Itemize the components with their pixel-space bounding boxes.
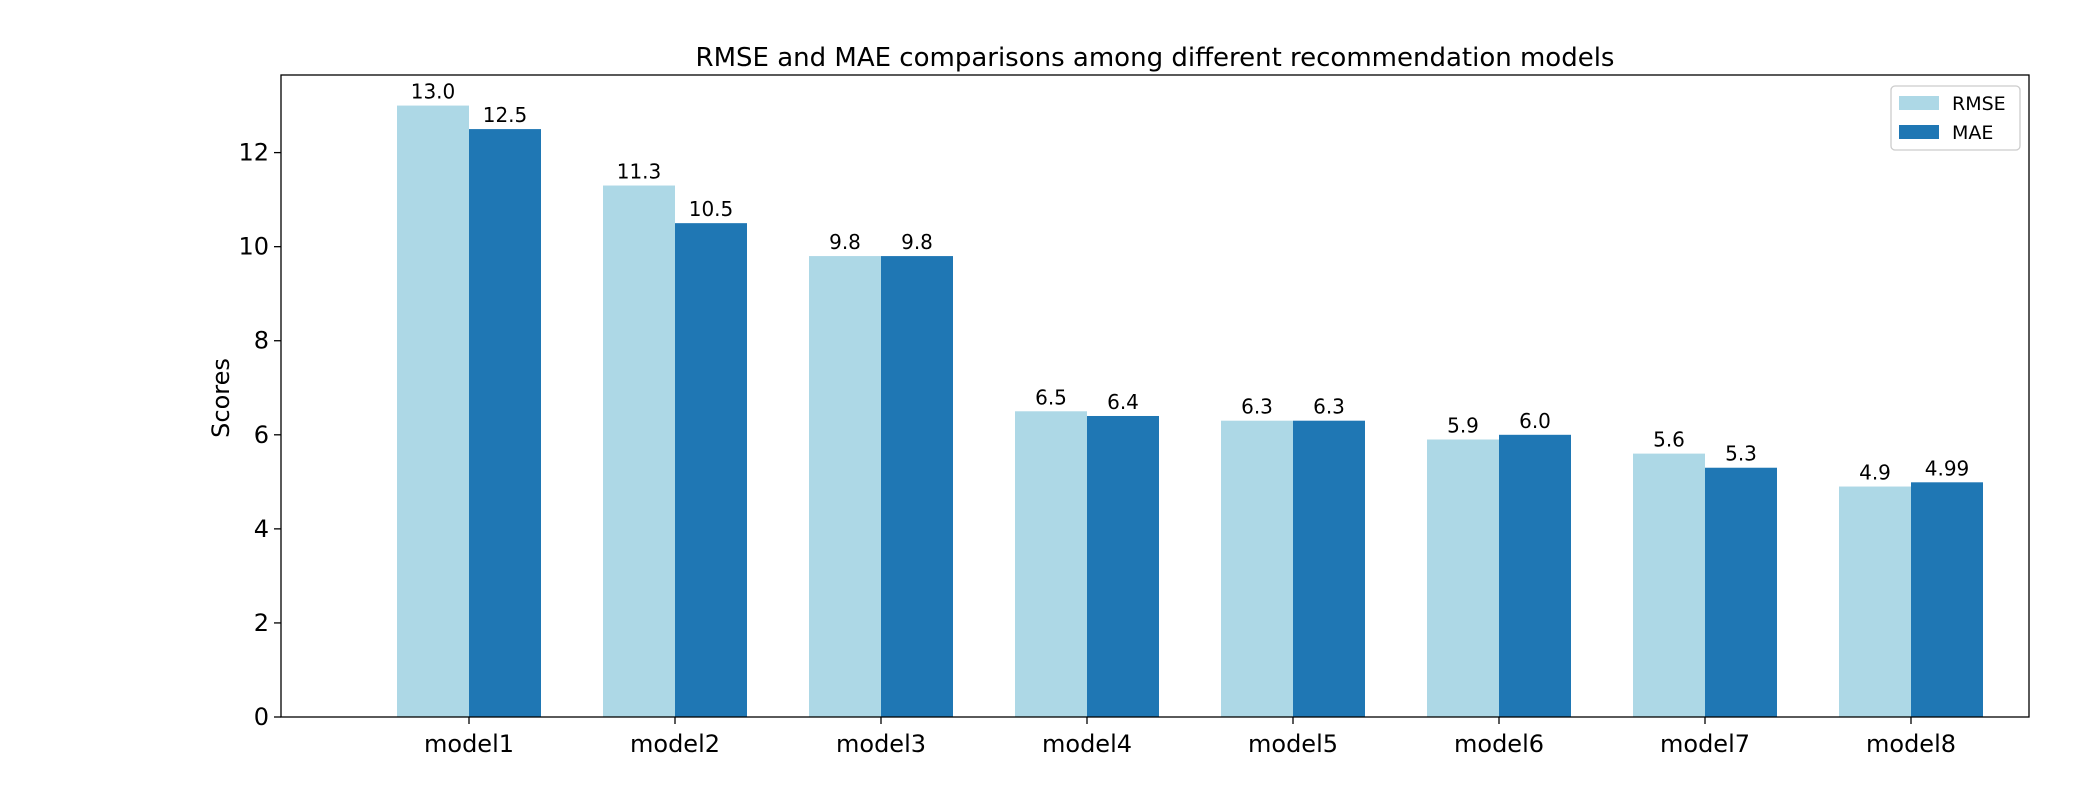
bar-mae-model7 (1705, 467, 1777, 717)
y-tick-label: 8 (254, 327, 269, 355)
x-tick-label-model6: model6 (1454, 730, 1544, 758)
bar-value-label-mae-model3: 9.8 (901, 230, 933, 254)
y-tick-label: 4 (254, 515, 269, 543)
bar-value-label-mae-model1: 12.5 (483, 103, 528, 127)
x-tick-label-model5: model5 (1248, 730, 1338, 758)
legend-label-rmse: RMSE (1952, 93, 2006, 115)
x-tick-label-model8: model8 (1866, 730, 1956, 758)
chart-title: RMSE and MAE comparisons among different… (696, 43, 1615, 73)
y-tick-label: 6 (254, 421, 269, 449)
bar-rmse-model2 (603, 185, 675, 717)
bar-mae-model2 (675, 223, 747, 717)
x-tick-label-model1: model1 (424, 730, 514, 758)
bar-rmse-model4 (1015, 411, 1087, 717)
x-tick-label-model3: model3 (836, 730, 926, 758)
bar-value-label-rmse-model1: 13.0 (411, 80, 456, 104)
bar-value-label-mae-model6: 6.0 (1519, 409, 1551, 433)
bar-value-label-rmse-model4: 6.5 (1035, 385, 1067, 409)
bar-rmse-model3 (809, 256, 881, 717)
y-tick-label: 10 (238, 233, 269, 261)
bar-rmse-model8 (1839, 486, 1911, 717)
y-axis-label: Scores (207, 358, 235, 438)
y-tick-label: 2 (254, 609, 269, 637)
bar-mae-model1 (469, 129, 541, 718)
bar-value-label-mae-model2: 10.5 (689, 197, 734, 221)
y-axis: 0 2 4 6 8 10 12 (238, 139, 281, 731)
bar-value-label-rmse-model3: 9.8 (829, 230, 861, 254)
bar-mae-model5 (1293, 420, 1365, 717)
bar-mae-model4 (1087, 415, 1159, 717)
plot-area-frame (280, 74, 2030, 718)
bar-value-label-rmse-model6: 5.9 (1447, 414, 1479, 438)
bar-rmse-model6 (1427, 439, 1499, 717)
bar-mae-model8 (1911, 482, 1983, 717)
bar-rmse-model7 (1633, 453, 1705, 717)
bar-value-label-mae-model4: 6.4 (1107, 390, 1139, 414)
bar-value-label-rmse-model5: 6.3 (1241, 395, 1273, 419)
bar-value-label-rmse-model8: 4.9 (1859, 461, 1891, 485)
bar-value-label-rmse-model2: 11.3 (617, 160, 662, 184)
bar-rmse-model1 (397, 105, 469, 718)
y-tick-label: 0 (254, 703, 269, 731)
x-tick-label-model4: model4 (1042, 730, 1132, 758)
x-tick-label-model2: model2 (630, 730, 720, 758)
bars-group (397, 105, 1983, 718)
legend: RMSE MAE (1890, 85, 2021, 151)
bar-rmse-model5 (1221, 420, 1293, 717)
y-tick-label: 12 (238, 139, 269, 167)
x-axis: model1 model2 model3 model4 model5 model6 mode… (424, 717, 1956, 758)
bar-mae-model6 (1499, 434, 1571, 717)
bar-value-label-mae-model5: 6.3 (1313, 395, 1345, 419)
bar-value-label-mae-model8: 4.99 (1925, 456, 1970, 480)
bar-mae-model3 (881, 256, 953, 717)
legend-swatch-rmse (1899, 96, 1939, 110)
x-tick-label-model7: model7 (1660, 730, 1750, 758)
bar-value-label-rmse-model7: 5.6 (1653, 428, 1685, 452)
bar-value-label-mae-model7: 5.3 (1725, 442, 1757, 466)
legend-label-mae: MAE (1952, 122, 1993, 144)
legend-swatch-mae (1899, 125, 1939, 139)
bar-labels-group: 13.0 12.5 11.3 10.5 9.8 9.8 6.5 6.4 6.3 6.3 5.9 6.0… (411, 80, 1970, 485)
